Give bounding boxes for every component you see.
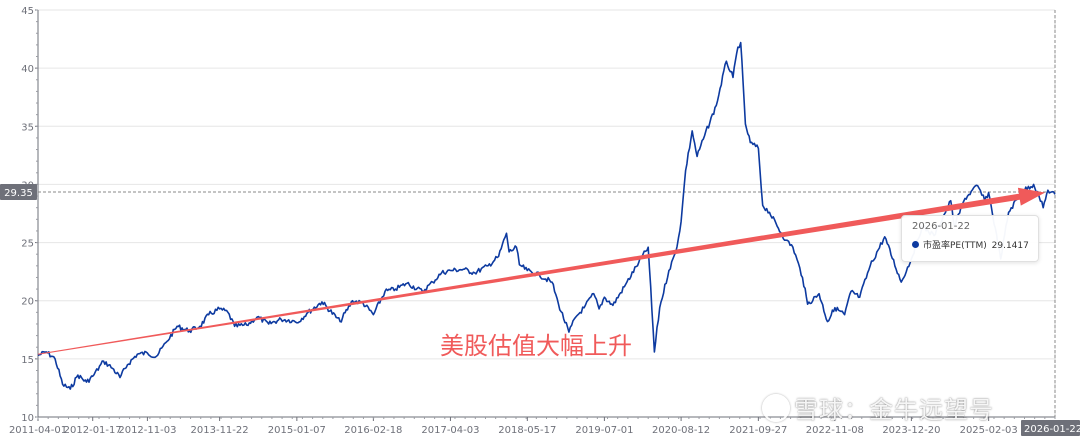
series-line[interactable]: [37, 41, 1056, 390]
x-tick-label: 2017-04-03: [421, 425, 479, 436]
tooltip-series-name: 市盈率PE(TTM): [923, 241, 987, 251]
x-tick-label: 2012-01-17: [64, 425, 122, 436]
crosshair-x-label: 2026-01-22: [1024, 424, 1080, 435]
y-tick-label: 45: [21, 6, 34, 17]
y-tick-label: 25: [21, 239, 34, 250]
crosshair-x-label-bg: [1021, 420, 1080, 436]
trend-arrow-shape: [37, 187, 1045, 355]
annotation-text: 美股估值大幅上升: [440, 332, 632, 360]
x-tick-label: 2015-01-07: [268, 425, 326, 436]
snowball-icon: [762, 394, 790, 422]
tooltip-value: 29.1417: [991, 241, 1029, 251]
x-tick-label: 2025-02-03: [960, 425, 1018, 436]
y-tick-label: 40: [21, 64, 34, 75]
watermark: 雪球：金牛远望号: [762, 390, 994, 425]
y-axis-ticks: 1015202530354045: [21, 6, 38, 424]
x-tick-label: 2023-12-20: [882, 425, 940, 436]
x-tick-label: 2019-07-01: [575, 425, 633, 436]
x-tick-label: 2018-05-17: [498, 425, 556, 436]
y-tick-label: 35: [21, 122, 34, 133]
x-tick-label: 2021-09-27: [729, 425, 787, 436]
trend-arrow: [37, 187, 1045, 355]
crosshair: [38, 10, 1056, 417]
crosshair-labels: 29.35 2026-01-22: [0, 183, 1080, 436]
watermark-text: 雪球：金牛远望号: [794, 396, 994, 424]
x-tick-label: 2013-11-22: [191, 425, 249, 436]
y-tick-label: 20: [21, 297, 34, 308]
gridlines: [38, 9, 1055, 360]
y-tick-label: 10: [21, 413, 34, 424]
crosshair-y-label: 29.35: [4, 188, 33, 199]
x-tick-label: 2022-11-08: [806, 425, 864, 436]
x-tick-label: 2011-04-01: [9, 425, 67, 436]
series-pe-ttm[interactable]: [37, 41, 1056, 390]
tooltip-date: 2026-01-22: [912, 221, 971, 232]
y-tick-label: 15: [21, 355, 34, 366]
series-dot-icon: [912, 241, 919, 248]
tooltip: 2026-01-22 市盈率PE(TTM) 29.1417: [901, 215, 1039, 262]
crosshair-y-label-bg: [0, 183, 37, 200]
x-tick-label: 2016-02-18: [344, 425, 402, 436]
x-tick-label: 2020-08-12: [652, 425, 710, 436]
x-tick-label: 2012-11-03: [118, 425, 176, 436]
tooltip-row: 市盈率PE(TTM) 29.1417: [912, 238, 1029, 251]
